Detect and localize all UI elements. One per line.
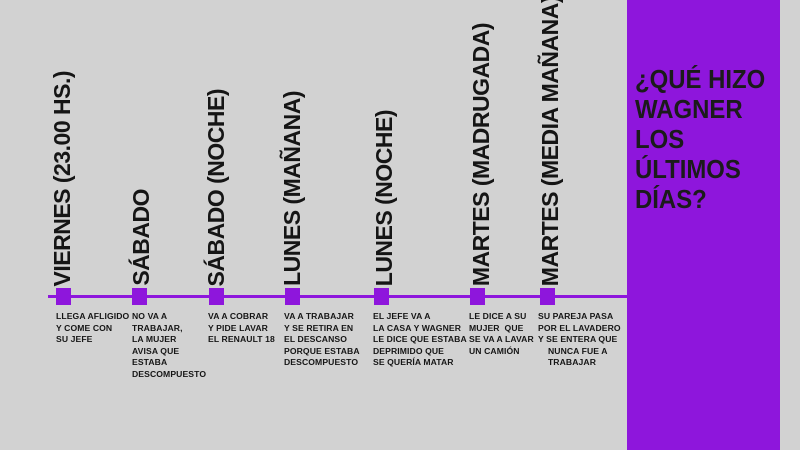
event-period-label: MARTES (MEDIA MAÑANA) <box>537 0 563 286</box>
event-period-label: SÁBADO (NOCHE) <box>203 88 229 286</box>
event-period-label: VIERNES (23.00 HS.) <box>49 70 75 286</box>
event-description: SU PAREJA PASA POR EL LAVADERO Y SE ENTE… <box>538 311 621 367</box>
timeline-marker <box>56 288 71 305</box>
timeline-marker <box>209 288 224 305</box>
timeline-marker <box>470 288 485 305</box>
event-description: EL JEFE VA A LA CASA Y WAGNER LE DICE QU… <box>373 311 467 367</box>
event-description: VA A COBRAR Y PIDE LAVAR EL RENAULT 18 <box>208 311 275 344</box>
timeline-axis <box>48 295 627 298</box>
timeline-marker <box>374 288 389 305</box>
infographic-title: ¿QUÉ HIZO WAGNER LOS ÚLTIMOS DÍAS? <box>635 64 766 214</box>
timeline-marker <box>540 288 555 305</box>
event-description: NO VA A TRABAJAR, LA MUJER AVISA QUE EST… <box>132 311 207 379</box>
event-description: LE DICE A SU MUJER QUE SE VA A LAVAR UN … <box>469 311 534 356</box>
title-panel: ¿QUÉ HIZO WAGNER LOS ÚLTIMOS DÍAS? <box>627 0 780 450</box>
event-period-label: MARTES (MADRUGADA) <box>468 22 494 286</box>
event-period-label: LUNES (NOCHE) <box>371 109 397 286</box>
event-description: VA A TRABAJAR Y SE RETIRA EN EL DESCANSO… <box>284 311 360 367</box>
event-period-label: SÁBADO <box>128 189 154 286</box>
timeline-marker <box>132 288 147 305</box>
event-description: LLEGA AFLIGIDO Y COME CON SU JEFE <box>56 311 130 344</box>
event-period-label: LUNES (MAÑANA) <box>279 91 305 286</box>
timeline-marker <box>285 288 300 305</box>
